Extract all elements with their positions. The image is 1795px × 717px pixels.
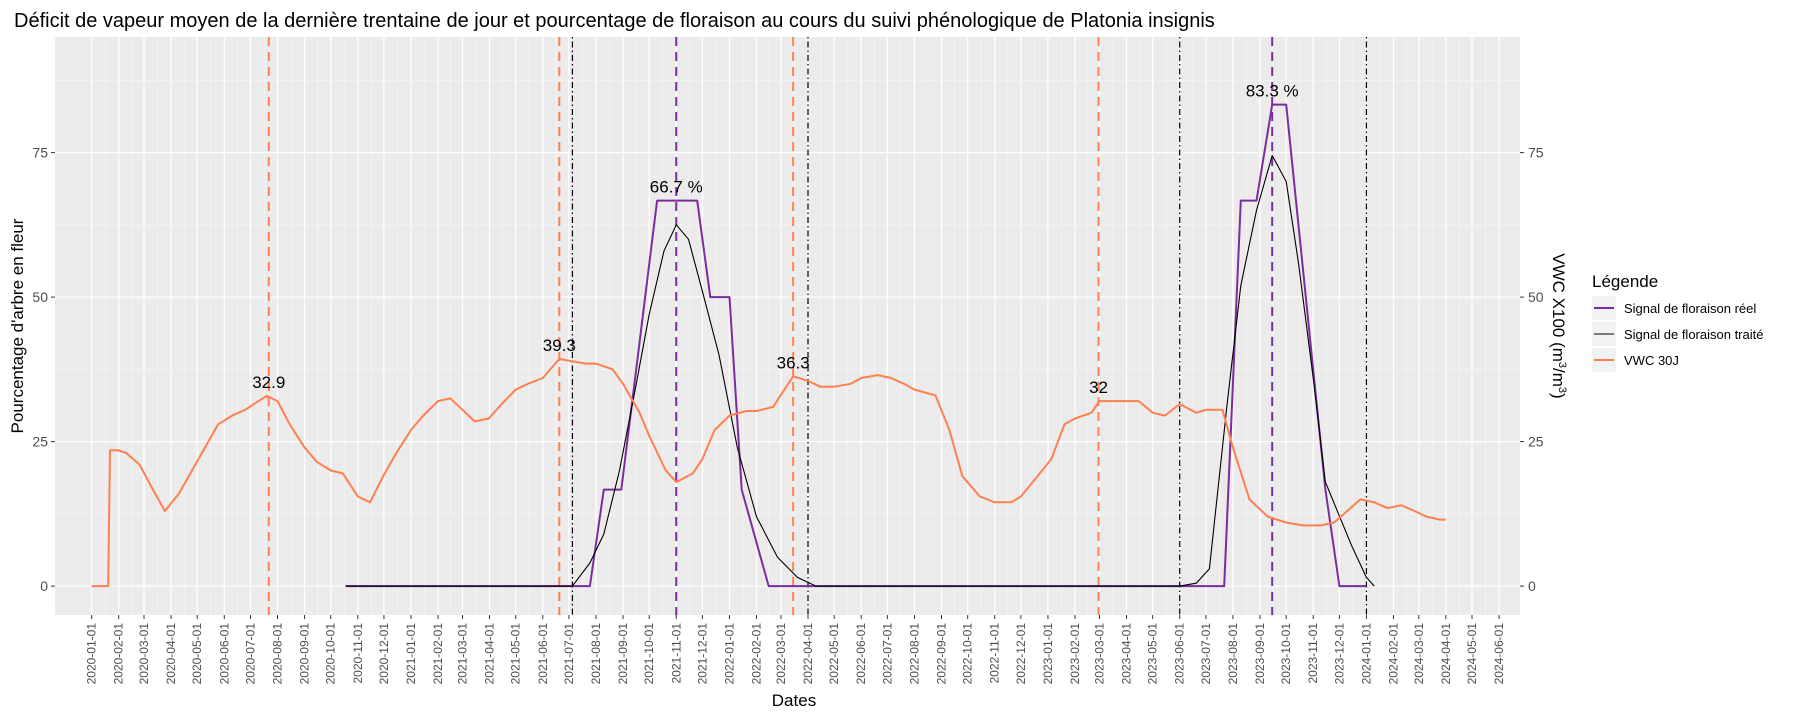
legend-title: Légende (1592, 272, 1658, 291)
y-axis-right: 0 25 50 75 (1520, 145, 1544, 594)
y-tick-label-left: 0 (40, 578, 48, 594)
x-tick-label: 2022-10-01 (961, 623, 975, 685)
legend-label: Signal de floraison traité (1624, 327, 1763, 342)
x-tick-label: 2024-02-01 (1386, 623, 1400, 685)
x-tick-label: 2022-06-01 (854, 623, 868, 685)
x-tick-label: 2024-03-01 (1412, 623, 1426, 685)
x-tick-label: 2022-01-01 (722, 623, 736, 685)
x-tick-label: 2021-01-01 (404, 623, 418, 685)
x-tick-label: 2022-02-01 (750, 623, 764, 685)
annotation-label: 32.9 (252, 373, 285, 392)
x-axis: 2020-01-01 2020-02-01 2020-03-01 2020-04-01… (85, 615, 1506, 684)
y-tick-label-right: 25 (1528, 434, 1544, 450)
x-tick-label: 2021-02-01 (431, 623, 445, 685)
y-tick-label-right: 50 (1528, 289, 1544, 305)
y-tick-label-left: 50 (32, 289, 48, 305)
annotation-label: 66.7 % (650, 178, 703, 197)
x-tick-label: 2022-08-01 (907, 623, 921, 685)
y-tick-label-left: 25 (32, 434, 48, 450)
x-tick-label: 2023-03-01 (1092, 623, 1106, 685)
y-axis-right-title: VWC X100 (m3/m3) (1549, 253, 1568, 398)
x-tick-label: 2020-12-01 (377, 623, 391, 685)
y-axis-left: 0 25 50 75 (32, 145, 55, 594)
annotations: 32.9 39.3 36.3 32 66.7 % 83.3 % (252, 82, 1298, 398)
x-tick-label: 2023-07-01 (1199, 623, 1213, 685)
x-tick-label: 2024-05-01 (1465, 623, 1479, 685)
legend-label: VWC 30J (1624, 353, 1679, 368)
annotation-label: 83.3 % (1246, 82, 1299, 101)
x-tick-label: 2021-08-01 (589, 623, 603, 685)
series-line-1 (345, 154, 1375, 587)
x-tick-label: 2023-02-01 (1068, 623, 1082, 685)
x-tick-label: 2022-11-01 (988, 623, 1002, 684)
x-tick-label: 2023-08-01 (1226, 623, 1240, 685)
grid-minor (55, 37, 1520, 615)
x-tick-label: 2023-01-01 (1041, 623, 1055, 685)
x-tick-label: 2022-04-01 (801, 623, 815, 685)
y-tick-label-right: 75 (1528, 145, 1544, 161)
x-tick-label: 2021-04-01 (483, 623, 497, 685)
y-tick-label-left: 75 (32, 145, 48, 161)
series-lines (91, 103, 1446, 588)
x-tick-label: 2021-12-01 (695, 623, 709, 685)
x-tick-label: 2020-01-01 (85, 623, 99, 685)
x-tick-label: 2020-03-01 (137, 623, 151, 685)
plot-panel (55, 37, 1520, 615)
x-tick-label: 2024-06-01 (1492, 623, 1506, 685)
x-tick-label: 2022-05-01 (827, 623, 841, 685)
x-tick-label: 2020-05-01 (190, 623, 204, 685)
x-tick-label: 2021-07-01 (562, 623, 576, 685)
annotation-label: 36.3 (777, 353, 810, 372)
legend-label: Signal de floraison réel (1624, 301, 1756, 316)
x-tick-label: 2023-11-01 (1306, 623, 1320, 684)
series-line-0 (345, 103, 1367, 588)
series-line-2 (91, 357, 1446, 588)
x-axis-title: Dates (772, 691, 816, 710)
x-tick-label: 2020-04-01 (164, 623, 178, 685)
x-tick-label: 2020-08-01 (270, 623, 284, 685)
x-tick-label: 2021-09-01 (616, 623, 630, 685)
x-tick-label: 2021-11-01 (669, 623, 683, 684)
legend: Légende Signal de floraison réel Signal d… (1592, 272, 1763, 372)
x-tick-label: 2023-12-01 (1332, 623, 1346, 685)
x-tick-label: 2024-01-01 (1359, 623, 1373, 685)
annotation-label: 39.3 (543, 336, 576, 355)
x-tick-label: 2021-03-01 (455, 623, 469, 685)
x-tick-label: 2023-04-01 (1119, 623, 1133, 685)
x-tick-label: 2022-07-01 (880, 623, 894, 685)
x-tick-label: 2022-12-01 (1014, 623, 1028, 685)
x-tick-label: 2020-06-01 (217, 623, 231, 685)
x-tick-label: 2022-09-01 (935, 623, 949, 685)
chart-title: Déficit de vapeur moyen de la dernière t… (14, 10, 1215, 32)
y-axis-left-title: Pourcentage d'arbre en fleur (8, 218, 27, 433)
x-tick-label: 2023-10-01 (1279, 623, 1293, 685)
annotation-label: 32 (1089, 378, 1108, 397)
x-tick-label: 2021-05-01 (509, 623, 523, 685)
x-tick-label: 2023-05-01 (1146, 623, 1160, 685)
x-tick-label: 2020-10-01 (324, 623, 338, 685)
x-tick-label: 2022-03-01 (774, 623, 788, 685)
x-tick-label: 2021-10-01 (642, 623, 656, 685)
x-tick-label: 2023-09-01 (1253, 623, 1267, 685)
y-tick-label-right: 0 (1528, 578, 1536, 594)
x-tick-label: 2023-06-01 (1173, 623, 1187, 685)
x-tick-label: 2021-06-01 (536, 623, 550, 685)
x-tick-label: 2020-07-01 (243, 623, 257, 685)
x-tick-label: 2020-11-01 (351, 623, 365, 684)
x-tick-label: 2020-02-01 (112, 623, 126, 685)
x-tick-label: 2020-09-01 (298, 623, 312, 685)
x-tick-label: 2024-04-01 (1439, 623, 1453, 685)
